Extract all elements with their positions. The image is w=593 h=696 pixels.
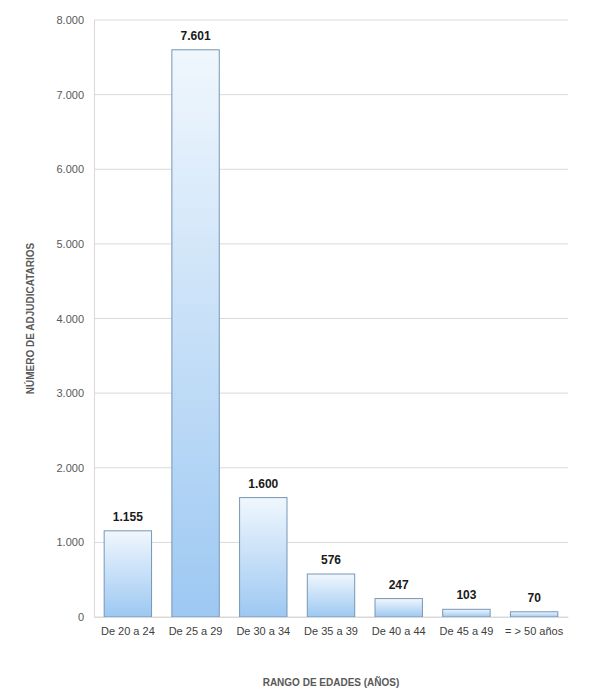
y-tick-label: 4.000: [56, 313, 84, 325]
grid: [94, 20, 568, 617]
y-tick: 8.000: [56, 14, 94, 26]
grid-line: [94, 169, 568, 170]
y-axis-line: [94, 21, 95, 618]
x-tick: De 30 a 34: [236, 617, 290, 637]
y-tick: 6.000: [56, 163, 94, 175]
y-tick: 4.000: [56, 313, 94, 325]
data-label: 70: [527, 591, 541, 605]
y-tick: 5.000: [56, 238, 94, 250]
x-tick: De 40 a 44: [372, 617, 426, 637]
bar: [240, 498, 287, 617]
grid-line: [94, 467, 568, 468]
grid-line: [94, 20, 568, 21]
x-axis: De 20 a 24 De 25 a 29 De 30 a 34 De 35 a 39…: [95, 617, 569, 637]
x-axis-title: RANGO DE EDADES (AÑOS): [263, 676, 400, 688]
x-tick: De 20 a 24: [101, 617, 155, 637]
x-tick: De 45 a 49: [440, 617, 494, 637]
x-tick-label: = > 50 años: [505, 625, 564, 637]
y-tick: 3.000: [56, 387, 94, 399]
y-tick-label: 3.000: [56, 387, 84, 399]
data-label: 7.601: [181, 29, 211, 43]
data-label: 576: [321, 553, 341, 567]
x-tick-label: De 45 a 49: [440, 625, 494, 637]
grid-line: [94, 542, 568, 543]
x-tick-label: De 20 a 24: [101, 625, 155, 637]
bar: [104, 531, 151, 617]
y-tick-label: 7.000: [56, 89, 84, 101]
x-tick-label: De 25 a 29: [169, 625, 223, 637]
x-tick-label: De 35 a 39: [304, 625, 358, 637]
y-tick-label: 0: [78, 611, 84, 623]
data-label: 103: [456, 588, 476, 602]
bar: [307, 574, 354, 617]
x-tick-label: De 40 a 44: [372, 625, 426, 637]
x-tick-label: De 30 a 34: [236, 625, 290, 637]
bar: [443, 609, 490, 617]
bar: [510, 612, 557, 617]
data-label: 1.600: [248, 477, 278, 491]
bars: [104, 50, 558, 617]
x-tick: De 35 a 39: [304, 617, 358, 637]
bar: [375, 599, 422, 617]
x-axis-line: [95, 617, 569, 618]
plot-area: 0 1.000 2.000 3.000 4.000 5.000 6.000 7.000 8.00…: [56, 14, 568, 637]
y-tick-label: 2.000: [56, 462, 84, 474]
data-label: 1.155: [113, 510, 143, 524]
bar: [172, 50, 219, 617]
y-tick-label: 8.000: [56, 14, 84, 26]
y-tick-label: 1.000: [56, 536, 84, 548]
grid-line: [94, 393, 568, 394]
y-axis-title: NÚMERO DE ADJUDICATARIOS: [24, 242, 36, 394]
y-tick: 0: [78, 611, 94, 623]
data-label: 247: [389, 578, 409, 592]
x-tick: = > 50 años: [505, 617, 564, 637]
chart: 0 1.000 2.000 3.000 4.000 5.000 6.000 7.000 8.00…: [0, 0, 593, 696]
y-tick-label: 6.000: [56, 163, 84, 175]
x-tick: De 25 a 29: [169, 617, 223, 637]
grid-line: [94, 94, 568, 95]
y-axis: 0 1.000 2.000 3.000 4.000 5.000 6.000 7.000 8.00…: [56, 14, 94, 623]
y-tick: 1.000: [56, 536, 94, 548]
grid-line: [94, 318, 568, 319]
y-tick-label: 5.000: [56, 238, 84, 250]
grid-line: [94, 243, 568, 244]
y-tick: 7.000: [56, 89, 94, 101]
y-tick: 2.000: [56, 462, 94, 474]
data-labels: 1.155 7.601 1.600 576 247 103 70: [113, 29, 541, 605]
